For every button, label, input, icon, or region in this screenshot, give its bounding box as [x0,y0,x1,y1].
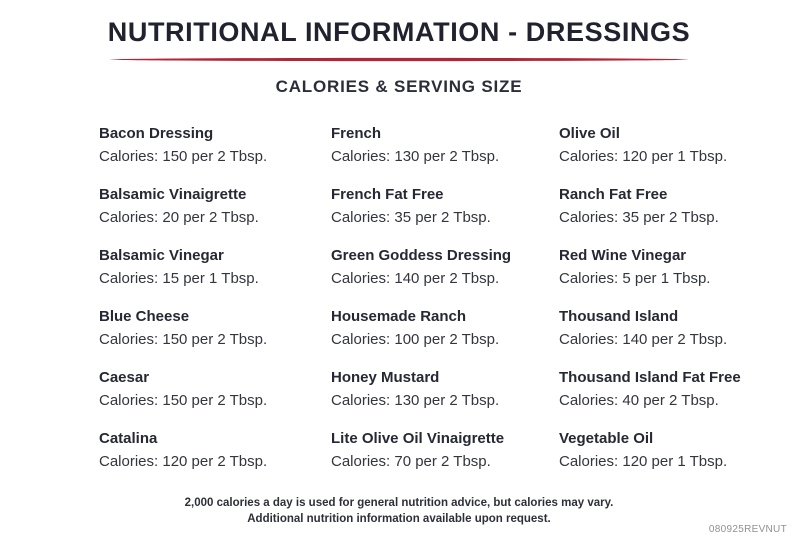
dressing-item: Housemade Ranch Calories: 100 per 2 Tbsp. [331,307,559,349]
dressing-calories: Calories: 130 per 2 Tbsp. [331,392,500,409]
footer-disclaimer: 2,000 calories a day is used for general… [0,495,798,527]
dressing-calories: Calories: 120 per 1 Tbsp. [559,453,728,470]
revision-code: 080925REVNUT [708,524,787,535]
dressing-calories: Calories: 40 per 2 Tbsp. [559,392,719,409]
dressing-name: Blue Cheese [99,308,190,325]
dressing-item: Blue Cheese Calories: 150 per 2 Tbsp. [99,307,331,349]
dressing-column-2: French Calories: 130 per 2 Tbsp. French Fa… [331,124,559,490]
dressing-item: Lite Olive Oil Vinaigrette Calories: 70 p… [331,429,559,471]
dressing-name: Olive Oil [559,125,620,142]
dressing-calories: Calories: 140 per 2 Tbsp. [559,331,728,348]
dressing-name: Balsamic Vinaigrette [99,186,247,203]
dressing-name: Catalina [99,430,158,447]
dressing-item: Bacon Dressing Calories: 150 per 2 Tbsp. [99,124,331,166]
dressing-column-1: Bacon Dressing Calories: 150 per 2 Tbsp. B… [99,124,331,490]
footer-disclaimer-line1: 2,000 calories a day is used for general… [184,497,614,509]
dressing-item: Vegetable Oil Calories: 120 per 1 Tbsp. [559,429,798,471]
dressing-name: Green Goddess Dressing [331,247,512,264]
dressing-calories: Calories: 140 per 2 Tbsp. [331,270,500,287]
dressing-grid: Bacon Dressing Calories: 150 per 2 Tbsp. B… [0,124,798,490]
dressing-calories: Calories: 120 per 2 Tbsp. [99,453,268,470]
dressing-name: Red Wine Vinegar [559,247,687,264]
dressing-item: Honey Mustard Calories: 130 per 2 Tbsp. [331,368,559,410]
dressing-name: Housemade Ranch [331,308,467,325]
dressing-item: Balsamic Vinaigrette Calories: 20 per 2 T… [99,185,331,227]
dressing-item: Caesar Calories: 150 per 2 Tbsp. [99,368,331,410]
dressing-name: Bacon Dressing [99,125,214,142]
dressing-item: Red Wine Vinegar Calories: 5 per 1 Tbsp. [559,246,798,288]
dressing-name: French Fat Free [331,186,444,203]
dressing-calories: Calories: 35 per 2 Tbsp. [331,209,491,226]
title-divider-line [110,57,688,62]
dressing-name: Balsamic Vinegar [99,247,224,264]
dressing-name: Honey Mustard [331,369,440,386]
dressing-item: Thousand Island Fat Free Calories: 40 per… [559,368,798,410]
dressing-calories: Calories: 130 per 2 Tbsp. [331,148,500,165]
section-subtitle: CALORIES & SERVING SIZE [275,77,523,96]
page-title: NUTRITIONAL INFORMATION - DRESSINGS [107,17,691,47]
dressing-column-3: Olive Oil Calories: 120 per 1 Tbsp. Ranch … [559,124,798,490]
dressing-item: Ranch Fat Free Calories: 35 per 2 Tbsp. [559,185,798,227]
dressing-item: French Calories: 130 per 2 Tbsp. [331,124,559,166]
dressing-item: Green Goddess Dressing Calories: 140 per … [331,246,559,288]
footer-disclaimer-line2: Additional nutrition information availab… [247,513,551,525]
title-divider [0,57,798,62]
dressing-calories: Calories: 15 per 1 Tbsp. [99,270,259,287]
dressing-calories: Calories: 70 per 2 Tbsp. [331,453,491,470]
dressing-calories: Calories: 20 per 2 Tbsp. [99,209,259,226]
dressing-name: Vegetable Oil [559,430,654,447]
dressing-calories: Calories: 100 per 2 Tbsp. [331,331,500,348]
dressing-item: Balsamic Vinegar Calories: 15 per 1 Tbsp. [99,246,331,288]
dressing-calories: Calories: 150 per 2 Tbsp. [99,148,268,165]
dressing-calories: Calories: 35 per 2 Tbsp. [559,209,719,226]
dressing-name: Ranch Fat Free [559,186,668,203]
dressing-calories: Calories: 150 per 2 Tbsp. [99,392,268,409]
dressing-name: Thousand Island [559,308,679,325]
dressing-item: Catalina Calories: 120 per 2 Tbsp. [99,429,331,471]
dressing-name: French [331,125,382,142]
dressing-item: Thousand Island Calories: 140 per 2 Tbsp. [559,307,798,349]
dressing-name: Thousand Island Fat Free [559,369,741,386]
dressing-name: Caesar [99,369,150,386]
dressing-calories: Calories: 5 per 1 Tbsp. [559,270,711,287]
dressing-calories: Calories: 150 per 2 Tbsp. [99,331,268,348]
dressing-item: French Fat Free Calories: 35 per 2 Tbsp. [331,185,559,227]
dressing-calories: Calories: 120 per 1 Tbsp. [559,148,728,165]
dressing-item: Olive Oil Calories: 120 per 1 Tbsp. [559,124,798,166]
dressing-name: Lite Olive Oil Vinaigrette [331,430,505,447]
